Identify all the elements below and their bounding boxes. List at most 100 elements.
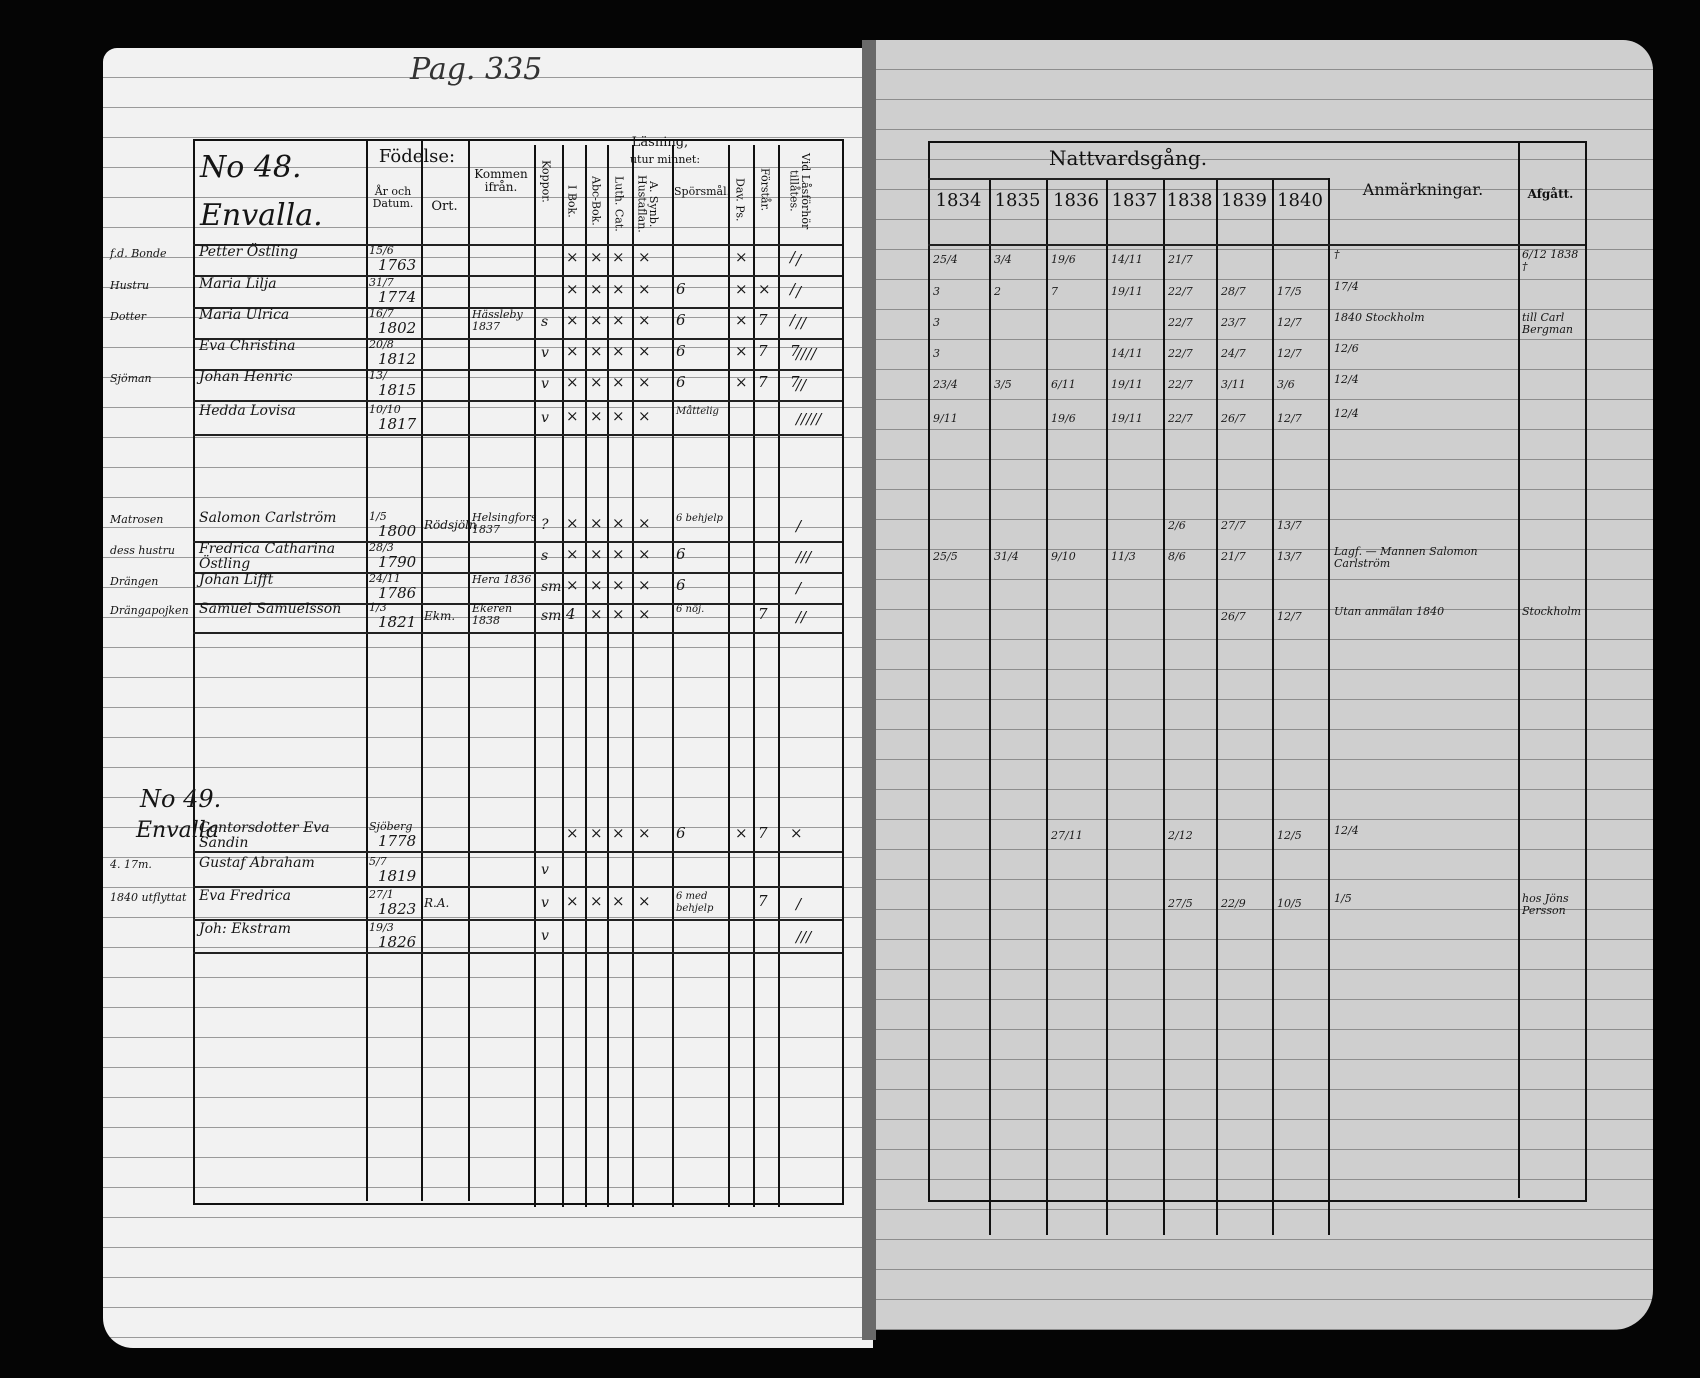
birth-year: 1786 — [378, 584, 417, 602]
birth-day-month: 15/6 — [369, 244, 394, 257]
column-divider — [1106, 178, 1108, 1235]
reading-mark: × — [638, 248, 651, 266]
admitted-mark: /// — [796, 928, 812, 946]
communion-date: 9/10 — [1051, 550, 1076, 563]
reading-mark: × — [566, 545, 579, 563]
header-divider — [193, 244, 842, 246]
reading-mark: × — [590, 545, 603, 563]
communion-date: 14/11 — [1111, 253, 1143, 266]
communion-date: 3 — [933, 347, 940, 360]
reading-mark: 7 — [758, 373, 768, 391]
admitted-mark: ///// — [796, 410, 822, 428]
communion-date: 10/5 — [1277, 897, 1302, 910]
person-name: Eva Christina — [199, 338, 296, 354]
communion-date: 3/6 — [1277, 378, 1295, 391]
household-table — [193, 139, 844, 1205]
reading-mark: × — [735, 342, 748, 360]
communion-date: 19/11 — [1111, 285, 1143, 298]
admitted-mark: / — [796, 579, 802, 597]
reading-mark: × — [566, 576, 579, 594]
row-divider — [193, 572, 842, 574]
remark: 17/4 — [1334, 280, 1359, 293]
person-name: Gustaf Abraham — [199, 855, 315, 871]
reading-mark: × — [612, 824, 625, 842]
reading-mark: 6 — [676, 280, 686, 298]
communion-date: 28/7 — [1221, 285, 1246, 298]
communion-date: 3/11 — [1221, 378, 1246, 391]
birth-year: 1821 — [378, 613, 417, 631]
remark: 12/4 — [1334, 824, 1359, 837]
left-page — [103, 48, 873, 1348]
reading-mark: × — [566, 373, 579, 391]
birth-year: 1802 — [378, 319, 417, 337]
column-divider — [989, 178, 991, 1235]
came-from: Ekeren 1838 — [472, 602, 513, 627]
communion-date: 22/7 — [1168, 412, 1193, 425]
communion-date: 8/6 — [1168, 550, 1186, 563]
smallpox-mark: v — [541, 376, 549, 392]
came-from: Helsingfors 1837 — [472, 511, 537, 536]
smallpox-mark: v — [541, 862, 549, 878]
person-name: Eva Fredrica — [199, 888, 291, 904]
column-divider — [1272, 178, 1274, 1235]
row-divider — [193, 434, 842, 436]
column-divider — [753, 145, 755, 1207]
remark: 12/4 — [1334, 373, 1359, 386]
reading-mark: × — [735, 311, 748, 329]
reading-mark: / — [790, 248, 796, 266]
column-divider — [1216, 178, 1218, 1235]
reading-mark: × — [735, 280, 748, 298]
reading-mark: × — [735, 248, 748, 266]
communion-date: 12/7 — [1277, 316, 1302, 329]
birth-place: R.A. — [424, 896, 450, 910]
person-name: Maria Ulrica — [199, 307, 290, 323]
communion-date: 27/11 — [1051, 829, 1083, 842]
reading-mark: 6 nöj. — [676, 604, 705, 615]
reading-mark: × — [590, 605, 603, 623]
margin-note: Drängen — [110, 575, 159, 588]
reading-mark: 7 — [758, 342, 768, 360]
communion-date: 2/12 — [1168, 829, 1193, 842]
reading-mark: 6 — [676, 311, 686, 329]
remark: 1840 Stockholm — [1334, 311, 1425, 324]
reading-mark: × — [638, 824, 651, 842]
reading-mark: × — [590, 514, 603, 532]
row-divider — [193, 632, 842, 634]
communion-date: 2/6 — [1168, 519, 1186, 532]
remark: Lagf. — Mannen Salomon Carlström — [1334, 545, 1478, 570]
header-abc: Abc-Bok. — [589, 176, 603, 226]
birth-day-month: 24/11 — [369, 572, 401, 585]
reading-mark: × — [590, 311, 603, 329]
reading-mark: × — [612, 892, 625, 910]
reading-mark: × — [612, 407, 625, 425]
column-divider — [421, 139, 423, 1201]
header-understanding: Förstår. — [758, 168, 772, 212]
person-name: Salomon Carlström — [199, 510, 337, 526]
column-divider — [1518, 141, 1520, 1198]
margin-note: 4. 17m. — [110, 858, 152, 871]
reading-mark: 6 — [676, 576, 686, 594]
book-gutter — [862, 40, 876, 1340]
header-communion: Nattvardsgång. — [1048, 146, 1208, 170]
reading-mark: × — [590, 576, 603, 594]
communion-date: 21/7 — [1168, 253, 1193, 266]
row-divider — [193, 275, 842, 277]
admitted-mark: / — [796, 517, 802, 535]
reading-mark: × — [566, 892, 579, 910]
birth-year: 1774 — [378, 288, 417, 306]
reading-mark: × — [758, 280, 771, 298]
birth-day-month: 31/7 — [369, 276, 394, 289]
header-departed: Afgått. — [1527, 187, 1574, 201]
communion-date: 6/11 — [1051, 378, 1076, 391]
margin-note: dess hustru — [110, 544, 175, 557]
row-divider — [193, 603, 842, 605]
reading-mark: 6 — [676, 342, 686, 360]
reading-mark: 6 — [676, 824, 686, 842]
reading-mark: × — [612, 545, 625, 563]
departed-note: Stockholm — [1522, 605, 1582, 618]
reading-mark: 7 — [758, 824, 768, 842]
right-page — [873, 40, 1653, 1330]
reading-mark: × — [638, 892, 651, 910]
header-year-date: År och Datum. — [372, 185, 414, 210]
communion-date: 17/5 — [1277, 285, 1302, 298]
